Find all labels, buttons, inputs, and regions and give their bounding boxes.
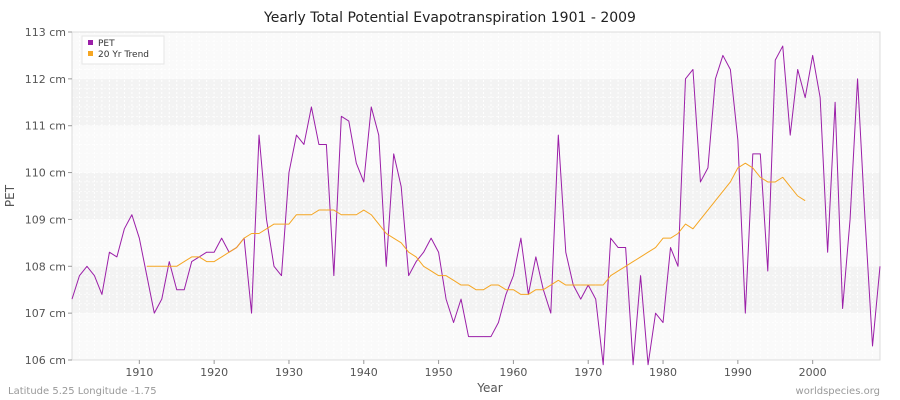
background-band [72,219,880,267]
legend-label-trend: 20 Yr Trend [98,50,149,60]
series-line-pet [71,45,881,366]
y-tick-label: 107 cm [25,307,66,320]
x-tick-label: 1940 [350,366,378,379]
legend: PET 20 Yr Trend [81,35,165,65]
series-line-trend [146,162,806,295]
background-band [72,32,880,79]
x-axis-label: Year [476,381,502,395]
chart-title: Yearly Total Potential Evapotranspiratio… [263,10,636,26]
y-tick-label: 108 cm [25,260,66,273]
grid-lines [72,32,880,361]
y-tick-label: 106 cm [25,354,66,367]
y-tick-label: 111 cm [25,120,66,133]
x-tick-label: 1910 [125,366,153,379]
x-tick-label: 1970 [574,366,602,379]
y-tick-label: 109 cm [25,213,66,226]
y-tick-label: 110 cm [25,167,66,180]
x-tick-label: 1930 [275,366,303,379]
x-tick-label: 1990 [724,366,752,379]
footer-source: worldspecies.org [796,386,880,397]
x-tick-label: 1960 [499,366,527,379]
legend-label-pet: PET [98,39,115,49]
x-tick-label: 1980 [649,366,677,379]
x-axis: 1910 1920 1930 1940 1950 1960 1970 1980 1990 2000 [125,360,827,379]
series-lines [71,45,881,366]
x-tick-label: 2000 [799,366,827,379]
legend-swatch-pet [88,40,93,45]
y-axis-label: PET [3,184,17,207]
footer-coordinates: Latitude 5.25 Longitude -1.75 [8,386,157,397]
legend-box [81,35,165,65]
y-axis: 106 cm 107 cm 108 cm 109 cm 110 cm 111 cm 112 … [25,26,72,367]
x-tick-label: 1950 [425,366,453,379]
plot-area-frame [71,31,881,361]
x-tick-label: 1920 [200,366,228,379]
legend-swatch-trend [88,51,93,56]
y-tick-label: 112 cm [25,73,66,86]
y-tick-label: 113 cm [25,26,66,39]
